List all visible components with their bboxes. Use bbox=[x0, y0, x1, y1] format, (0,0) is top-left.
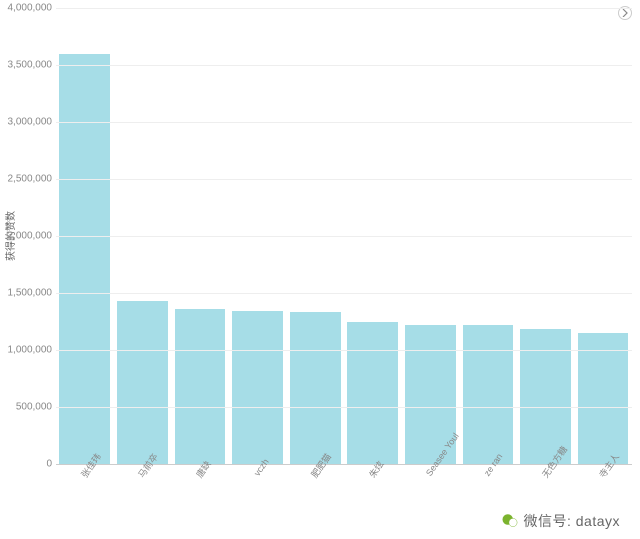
bar[interactable] bbox=[347, 322, 398, 465]
y-tick-label: 3,500,000 bbox=[2, 60, 52, 71]
gridline bbox=[56, 293, 632, 294]
gridline bbox=[56, 350, 632, 351]
gridline bbox=[56, 65, 632, 66]
bar[interactable] bbox=[117, 301, 168, 464]
y-tick-label: 2,000,000 bbox=[2, 231, 52, 242]
gridline bbox=[56, 122, 632, 123]
chart-container: 获得的赞数 微信号: datayx 0500,0001,000,0001,500… bbox=[0, 0, 640, 539]
bar[interactable] bbox=[59, 54, 110, 464]
y-tick-label: 0 bbox=[2, 459, 52, 470]
wechat-icon bbox=[501, 512, 519, 530]
y-tick-label: 500,000 bbox=[2, 402, 52, 413]
gridline bbox=[56, 407, 632, 408]
bar[interactable] bbox=[578, 333, 629, 464]
bar[interactable] bbox=[290, 312, 341, 464]
plot-area bbox=[56, 8, 632, 464]
gridline bbox=[56, 236, 632, 237]
bar[interactable] bbox=[175, 309, 226, 464]
gridline bbox=[56, 179, 632, 180]
y-tick-label: 1,500,000 bbox=[2, 288, 52, 299]
bar[interactable] bbox=[232, 311, 283, 464]
watermark: 微信号: datayx bbox=[501, 511, 620, 531]
gridline bbox=[56, 8, 632, 9]
watermark-text: 微信号: datayx bbox=[523, 511, 620, 531]
y-tick-label: 1,000,000 bbox=[2, 345, 52, 356]
bar[interactable] bbox=[463, 325, 514, 464]
y-tick-label: 3,000,000 bbox=[2, 117, 52, 128]
y-tick-label: 4,000,000 bbox=[2, 3, 52, 14]
y-tick-label: 2,500,000 bbox=[2, 174, 52, 185]
